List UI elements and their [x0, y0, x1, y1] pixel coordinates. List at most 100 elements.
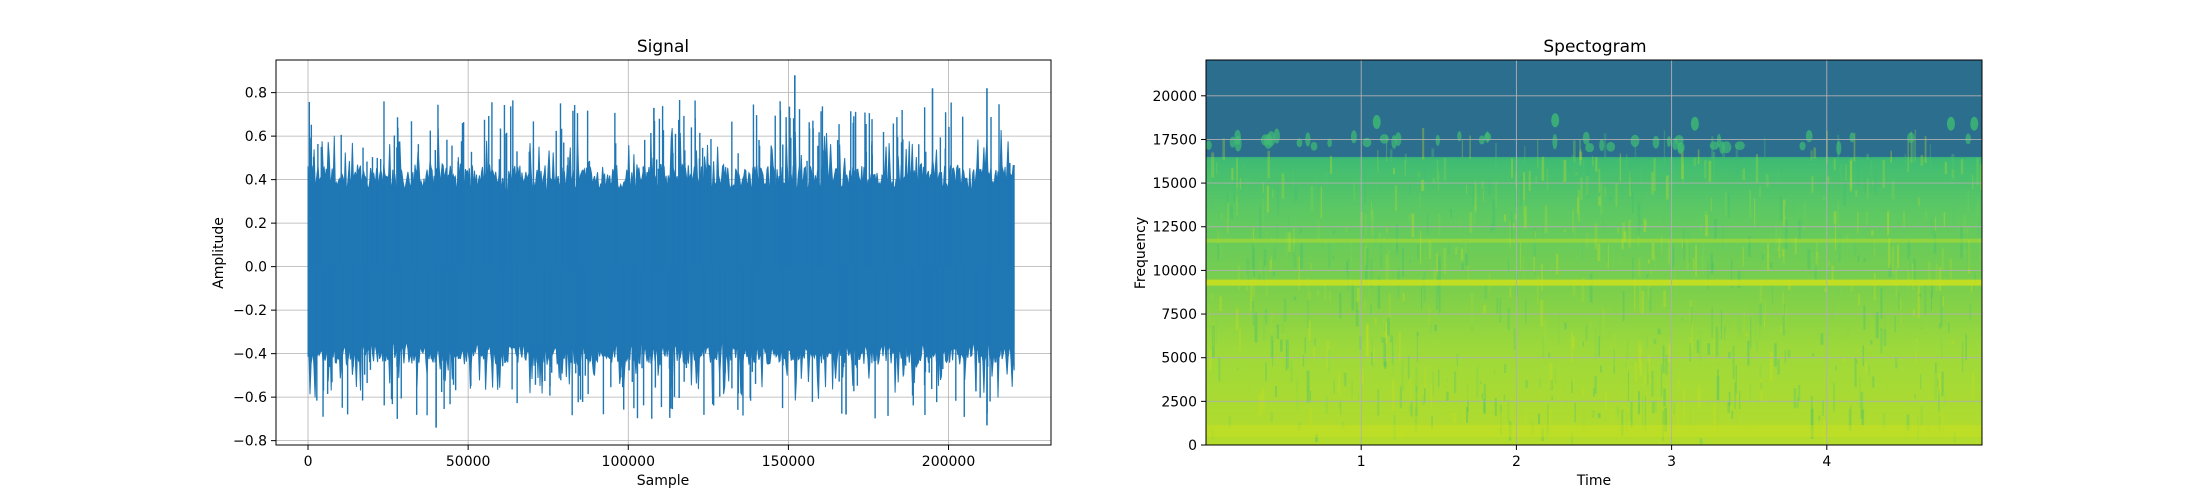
spectrogram-texture [1262, 340, 1265, 360]
spectrogram-texture [1849, 160, 1852, 192]
spectrogram-texture [1970, 281, 1973, 293]
spectrogram-blob [1690, 116, 1699, 131]
spectrogram-texture [1329, 290, 1331, 303]
spectrogram-texture [1345, 226, 1348, 233]
spectrogram-texture [1351, 279, 1355, 311]
spectrogram-texture [1874, 167, 1877, 195]
spectrogram-texture [1759, 303, 1762, 326]
spectrogram-title: Spectogram [1543, 37, 1646, 57]
spectrogram-texture [1722, 225, 1724, 250]
spectrogram-texture [1663, 290, 1666, 308]
spectrogram-texture [1855, 190, 1858, 197]
spectrogram-texture [1937, 379, 1939, 387]
spectrogram-texture [1694, 345, 1696, 350]
spectrogram-texture [1594, 328, 1597, 359]
spectrogram-texture [1364, 268, 1368, 285]
spectrogram-texture [1802, 201, 1806, 231]
spectrogram-texture [1424, 247, 1426, 260]
spectrogram-texture [1663, 130, 1666, 163]
signal-ytick-label: −0.6 [233, 390, 267, 406]
spectrogram-texture [1705, 214, 1709, 237]
spectrogram-texture [1924, 136, 1927, 163]
spectrogram-texture [1714, 331, 1716, 365]
spectrogram-texture [1269, 260, 1272, 272]
spectrogram-texture [1387, 250, 1390, 282]
spectrogram-texture [1469, 135, 1471, 159]
spectrogram-texture [1494, 398, 1497, 416]
spectrogram-texture [1254, 312, 1258, 343]
spectrogram-texture [1860, 362, 1863, 379]
spectrogram-texture [1775, 223, 1778, 247]
spectrogram-texture [1967, 240, 1971, 274]
spectrogram-texture [1626, 339, 1629, 360]
spectrogram-band-strong [1206, 279, 1982, 286]
spectrogram-texture [1541, 156, 1545, 181]
spectrogram-texture [1702, 241, 1705, 275]
spectrogram-tuft [1379, 134, 1389, 144]
spectrogram-texture [1640, 166, 1643, 197]
spectrogram-texture [1386, 228, 1388, 234]
signal-ytick-label: −0.2 [233, 303, 267, 319]
spectrogram-tuft [1677, 142, 1684, 155]
spectrogram-texture [1757, 303, 1759, 324]
spectrogram-texture [1787, 349, 1791, 359]
spectrogram-texture [1859, 258, 1861, 266]
spectrogram-texture [1598, 335, 1600, 357]
spectrogram-texture [1665, 355, 1668, 375]
spectrogram-texture [1422, 128, 1425, 160]
spectrogram-texture [1465, 240, 1468, 266]
spectrogram-texture [1407, 355, 1410, 380]
spectrogram-texture [1920, 374, 1922, 390]
spectrogram-texture [1689, 336, 1691, 359]
spectrogram-texture [1246, 257, 1250, 286]
spectrogram-texture [1898, 291, 1900, 311]
spectrogram-ylabel: Frequency [1133, 217, 1149, 289]
spectrogram-texture [1286, 339, 1289, 369]
spectrogram-texture [1602, 220, 1604, 229]
spectrogram-texture [1653, 254, 1656, 273]
spectrogram-texture [1235, 308, 1239, 331]
spectrogram-texture [1385, 254, 1388, 282]
spectrogram-texture [1443, 247, 1447, 274]
spectrogram-texture [1857, 254, 1860, 263]
spectrogram-texture [1664, 407, 1667, 432]
spectrogram-texture [1694, 348, 1698, 371]
spectrogram-texture [1392, 379, 1395, 412]
spectrogram-tuft [1585, 143, 1595, 153]
spectrogram-texture [1285, 231, 1288, 258]
spectrogram-texture [1509, 220, 1511, 250]
spectrogram-texture [1714, 218, 1717, 240]
spectrogram-texture [1392, 350, 1394, 375]
spectrogram-texture [1760, 382, 1763, 390]
spectrogram-texture [1572, 336, 1576, 349]
spectrogram-texture [1634, 361, 1637, 382]
spectrogram-texture [1243, 270, 1246, 277]
spectrogram-texture [1895, 357, 1898, 369]
spectrogram-texture [1544, 205, 1548, 234]
spectrogram-texture [1766, 189, 1769, 202]
spectrogram-texture [1815, 252, 1819, 265]
spectrogram-texture [1710, 197, 1713, 212]
spectrogram-texture [1276, 327, 1278, 345]
spectrogram-texture [1339, 401, 1341, 408]
spectrogram-texture [1262, 182, 1265, 193]
spectrogram-texture [1682, 164, 1684, 185]
spectrogram-texture [1672, 307, 1675, 318]
spectrogram-texture [1599, 315, 1602, 340]
spectrogram-texture [1402, 248, 1404, 277]
spectrogram-texture [1647, 259, 1651, 264]
spectrogram-ytick-label: 5000 [1161, 351, 1197, 367]
spectrogram-texture [1309, 390, 1312, 403]
spectrogram-texture [1242, 163, 1245, 169]
spectrogram-texture [1592, 387, 1595, 397]
spectrogram-texture [1472, 178, 1475, 206]
spectrogram-texture [1711, 307, 1713, 338]
spectrogram-texture [1631, 189, 1634, 214]
spectrogram-texture [1935, 263, 1938, 291]
spectrogram-texture [1379, 237, 1383, 269]
spectrogram-texture [1222, 138, 1226, 160]
spectrogram-texture [1720, 310, 1723, 340]
spectrogram-texture [1668, 240, 1671, 265]
spectrogram-texture [1490, 224, 1493, 233]
spectrogram-texture [1429, 321, 1432, 335]
